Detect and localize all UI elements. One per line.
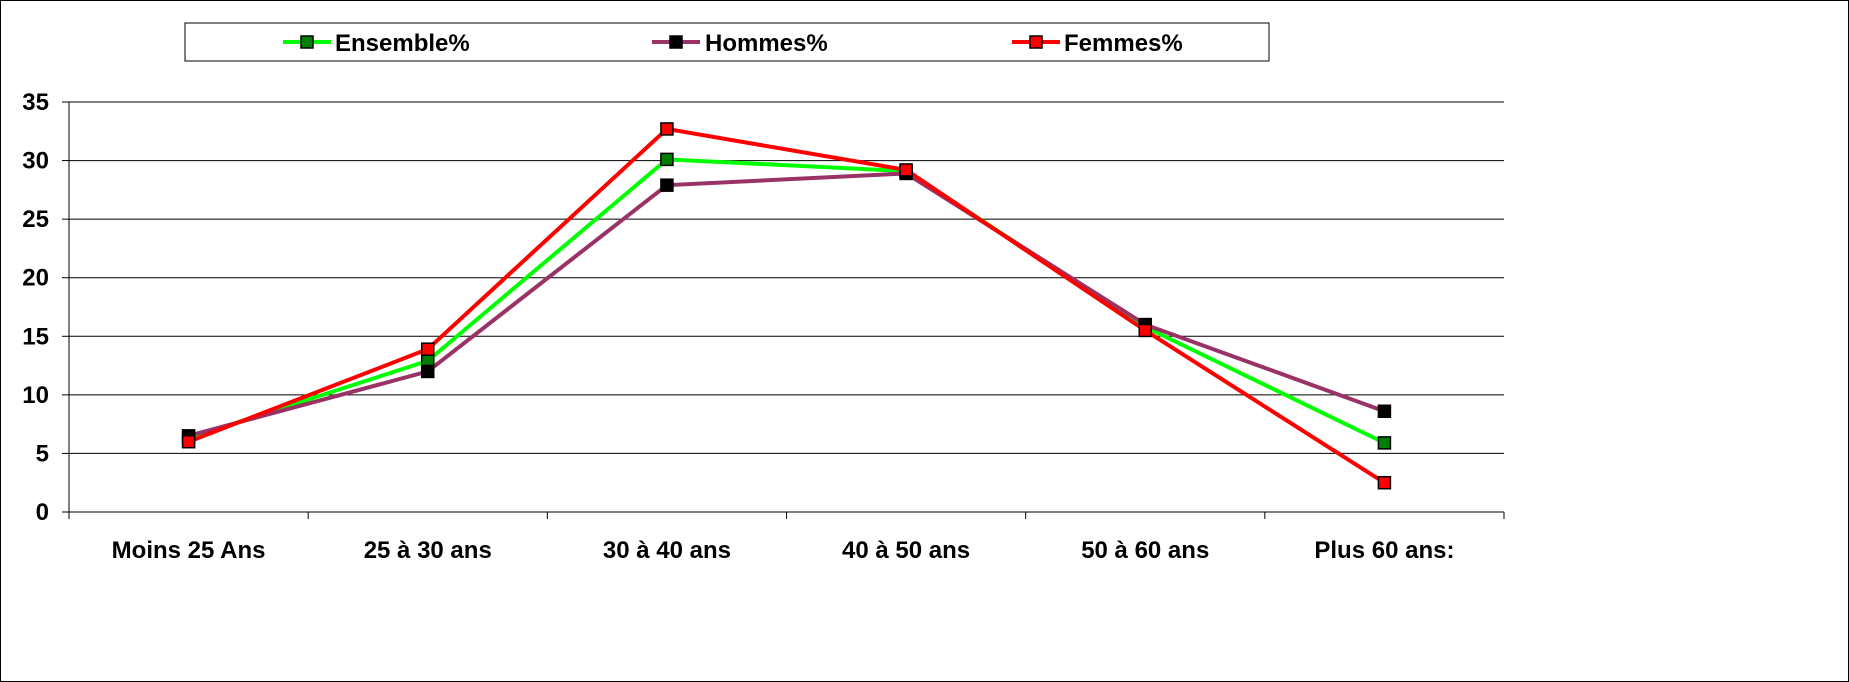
series-line [188,171,1386,438]
y-tick-label: 15 [22,323,49,350]
y-tick-label: 5 [36,440,49,467]
x-axis-labels: Moins 25 Ans 25 à 30 ans 30 à 40 ans 40 à 5… [112,537,1455,564]
series-markers [181,122,1392,490]
y-tick-label: 20 [22,265,49,292]
legend: Ensemble% Hommes% Femmes% [184,22,1270,62]
series-line [187,126,1386,485]
x-tick-label: 25 à 30 ans [364,537,492,564]
series-lines [187,126,1386,485]
x-tick-label: 40 à 50 ans [842,537,970,564]
data-point [1377,436,1392,450]
y-tick-label: 35 [22,89,49,116]
axes [68,102,1505,519]
data-point [181,434,196,449]
legend-marker-femmes [1029,35,1043,49]
x-tick-label: Plus 60 ans: [1314,537,1454,564]
data-point [1377,404,1392,419]
x-tick-label: Moins 25 Ans [112,537,266,564]
data-point [660,178,674,192]
data-point [1138,323,1152,338]
legend-entry-ensemble: Ensemble% [283,30,470,57]
x-tick-label: 50 à 60 ans [1081,537,1209,564]
legend-marker-hommes [669,35,683,49]
y-tick-label: 10 [22,382,49,409]
data-point [421,342,435,356]
legend-marker-ensemble [300,35,314,49]
legend-entry-femmes: Femmes% [1012,30,1183,57]
data-point [1377,475,1392,490]
x-tick-label: 30 à 40 ans [603,537,731,564]
legend-label-femmes: Femmes% [1064,30,1183,57]
y-tick-label: 30 [22,148,49,175]
legend-label-ensemble: Ensemble% [335,30,470,57]
legend-label-hommes: Hommes% [705,30,828,57]
data-point [660,152,674,167]
data-point [899,163,913,177]
gridlines [69,101,1504,454]
legend-entry-hommes: Hommes% [652,30,828,57]
data-point [421,364,435,379]
y-axis-ticks: 0 5 10 15 20 25 30 35 [22,89,69,526]
data-point [660,122,674,136]
series-line [187,157,1386,445]
y-tick-label: 0 [36,499,49,526]
legend-box [184,22,1270,62]
y-tick-label: 25 [22,206,49,233]
